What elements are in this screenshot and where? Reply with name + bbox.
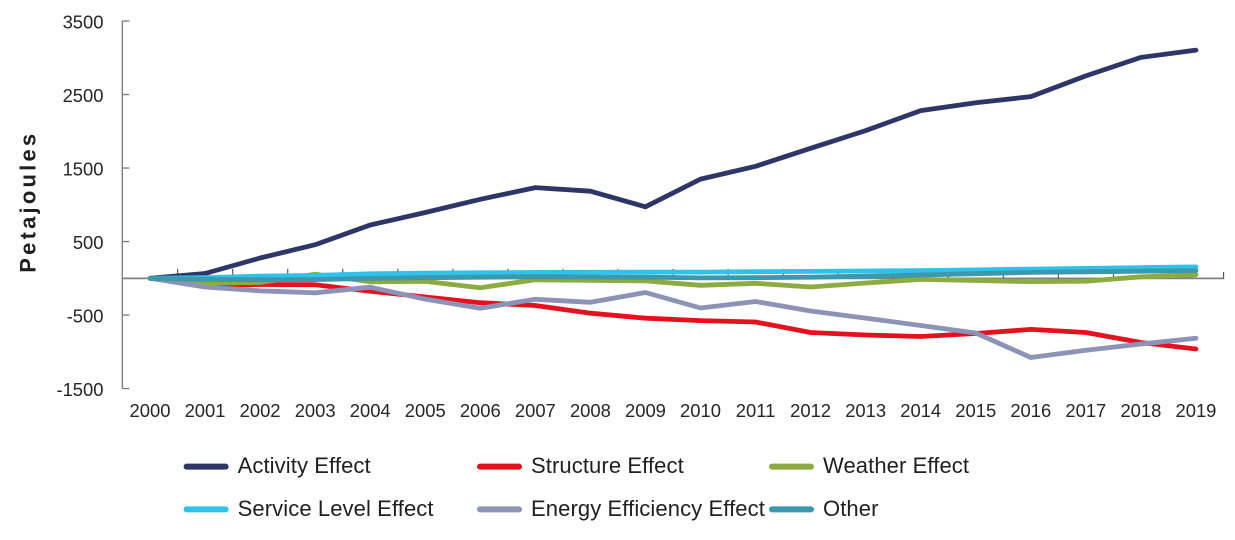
svg-text:-500: -500 (67, 305, 104, 326)
svg-text:Other: Other (823, 496, 879, 521)
svg-text:2016: 2016 (1010, 400, 1051, 421)
svg-text:Service Level Effect: Service Level Effect (238, 496, 434, 521)
svg-text:2014: 2014 (900, 400, 941, 421)
svg-text:2500: 2500 (63, 85, 104, 106)
svg-text:2005: 2005 (405, 400, 446, 421)
svg-text:2015: 2015 (955, 400, 996, 421)
svg-text:2009: 2009 (625, 400, 666, 421)
svg-text:Structure Effect: Structure Effect (531, 453, 684, 478)
svg-text:2010: 2010 (680, 400, 721, 421)
svg-text:2018: 2018 (1120, 400, 1161, 421)
svg-text:2013: 2013 (845, 400, 886, 421)
svg-text:Weather Effect: Weather Effect (823, 453, 969, 478)
svg-text:2001: 2001 (185, 400, 226, 421)
svg-text:3500: 3500 (63, 11, 104, 32)
svg-text:2004: 2004 (350, 400, 391, 421)
svg-text:2003: 2003 (295, 400, 336, 421)
svg-text:2002: 2002 (240, 400, 281, 421)
svg-text:2019: 2019 (1175, 400, 1216, 421)
svg-text:2000: 2000 (130, 400, 171, 421)
svg-text:2017: 2017 (1065, 400, 1106, 421)
svg-text:1500: 1500 (63, 158, 104, 179)
svg-text:500: 500 (73, 232, 104, 253)
svg-text:Activity Effect: Activity Effect (238, 453, 371, 478)
svg-text:2008: 2008 (570, 400, 611, 421)
svg-text:2006: 2006 (460, 400, 501, 421)
svg-text:-1500: -1500 (56, 379, 103, 400)
svg-text:2012: 2012 (790, 400, 831, 421)
svg-text:Energy Efficiency Effect: Energy Efficiency Effect (531, 496, 765, 521)
svg-text:2007: 2007 (515, 400, 556, 421)
svg-text:2011: 2011 (736, 400, 776, 421)
svg-text:Petajoules: Petajoules (15, 131, 40, 273)
